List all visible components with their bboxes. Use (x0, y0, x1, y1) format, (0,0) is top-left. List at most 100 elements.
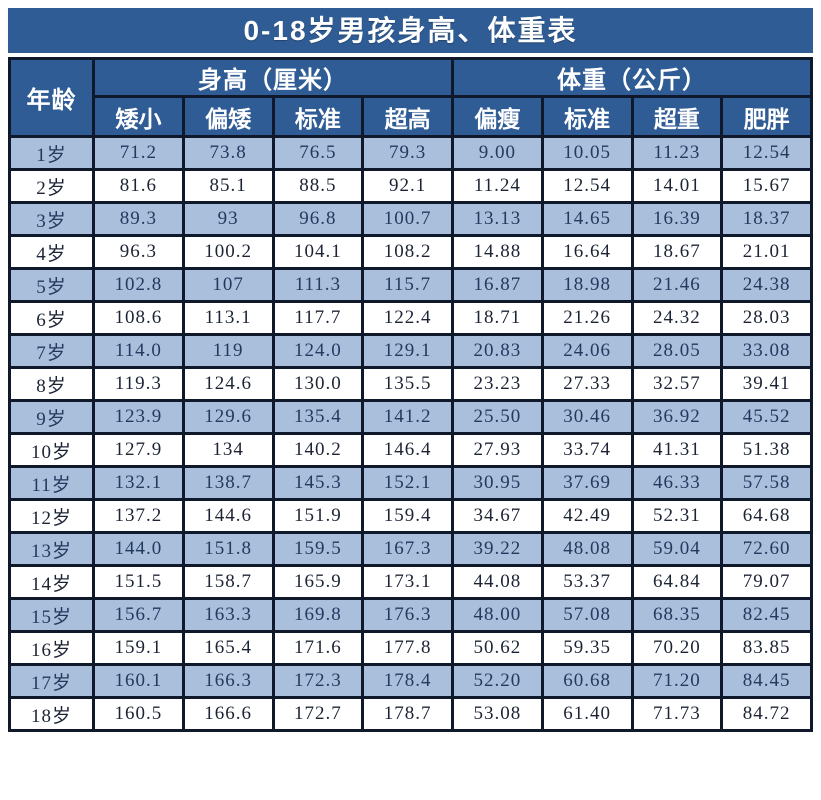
value-cell: 34.67 (451, 498, 544, 534)
value-cell: 117.7 (271, 300, 365, 336)
table-row: 4岁 96.3 100.2 104.1 108.2 14.88 16.64 18.67 21.0… (8, 234, 813, 270)
value-cell: 20.83 (451, 333, 544, 369)
value-cell: 113.1 (181, 300, 275, 336)
value-cell: 14.65 (540, 201, 634, 237)
value-cell: 18.37 (720, 201, 813, 237)
subcolumn-header: 超重 (630, 95, 724, 138)
table-row: 3岁 89.3 93 96.8 100.7 13.13 14.65 16.39 18.37 (8, 201, 813, 237)
value-cell: 122.4 (361, 300, 454, 336)
value-cell: 16.64 (540, 234, 634, 270)
value-cell: 30.95 (451, 465, 544, 501)
value-cell: 100.7 (361, 201, 454, 237)
value-cell: 146.4 (361, 432, 454, 468)
value-cell: 115.7 (361, 267, 454, 303)
value-cell: 64.84 (630, 564, 724, 600)
value-cell: 13.13 (451, 201, 544, 237)
value-cell: 46.33 (630, 465, 724, 501)
age-cell: 2岁 (8, 168, 95, 204)
age-cell: 14岁 (8, 564, 95, 600)
value-cell: 60.68 (540, 663, 634, 699)
age-cell: 3岁 (8, 201, 95, 237)
value-cell: 39.22 (451, 531, 544, 567)
value-cell: 108.6 (92, 300, 185, 336)
value-cell: 52.20 (451, 663, 544, 699)
value-cell: 71.2 (92, 135, 185, 171)
value-cell: 27.93 (451, 432, 544, 468)
value-cell: 141.2 (361, 399, 454, 435)
value-cell: 132.1 (92, 465, 185, 501)
value-cell: 135.4 (271, 399, 365, 435)
value-cell: 130.0 (271, 366, 365, 402)
value-cell: 92.1 (361, 168, 454, 204)
value-cell: 172.3 (271, 663, 365, 699)
value-cell: 151.5 (92, 564, 185, 600)
value-cell: 48.08 (540, 531, 634, 567)
table-title: 0-18岁男孩身高、体重表 (8, 8, 813, 53)
value-cell: 129.6 (181, 399, 275, 435)
value-cell: 84.72 (720, 696, 813, 732)
value-cell: 84.45 (720, 663, 813, 699)
value-cell: 178.4 (361, 663, 454, 699)
growth-table: 年龄 身高（厘米） 体重（公斤） 矮小 偏矮 标准 超高 偏瘦 标准 超重 肥胖 1岁 71.2… (8, 57, 813, 732)
value-cell: 30.46 (540, 399, 634, 435)
subcolumn-header: 肥胖 (720, 95, 813, 138)
value-cell: 111.3 (271, 267, 365, 303)
age-cell: 11岁 (8, 465, 95, 501)
table-row: 8岁 119.3 124.6 130.0 135.5 23.23 27.33 32.57 39.… (8, 366, 813, 402)
value-cell: 16.39 (630, 201, 724, 237)
table-row: 18岁 160.5 166.6 172.7 178.7 53.08 61.40 71.73 84… (8, 696, 813, 732)
value-cell: 165.4 (181, 630, 275, 666)
value-cell: 76.5 (271, 135, 365, 171)
value-cell: 52.31 (630, 498, 724, 534)
value-cell: 41.31 (630, 432, 724, 468)
age-cell: 8岁 (8, 366, 95, 402)
table-row: 1岁 71.2 73.8 76.5 79.3 9.00 10.05 11.23 12.54 (8, 135, 813, 171)
age-cell: 4岁 (8, 234, 95, 270)
table-row: 7岁 114.0 119 124.0 129.1 20.83 24.06 28.05 33.08 (8, 333, 813, 369)
table-row: 9岁 123.9 129.6 135.4 141.2 25.50 30.46 36.92 45.… (8, 399, 813, 435)
value-cell: 71.20 (630, 663, 724, 699)
age-cell: 13岁 (8, 531, 95, 567)
value-cell: 33.08 (720, 333, 813, 369)
value-cell: 59.35 (540, 630, 634, 666)
value-cell: 158.7 (181, 564, 275, 600)
age-cell: 10岁 (8, 432, 95, 468)
value-cell: 129.1 (361, 333, 454, 369)
subcolumn-header: 偏瘦 (451, 95, 544, 138)
age-cell: 17岁 (8, 663, 95, 699)
value-cell: 166.6 (181, 696, 275, 732)
value-cell: 33.74 (540, 432, 634, 468)
value-cell: 169.8 (271, 597, 365, 633)
value-cell: 68.35 (630, 597, 724, 633)
value-cell: 18.67 (630, 234, 724, 270)
age-cell: 16岁 (8, 630, 95, 666)
value-cell: 44.08 (451, 564, 544, 600)
value-cell: 59.04 (630, 531, 724, 567)
value-cell: 145.3 (271, 465, 365, 501)
age-cell: 7岁 (8, 333, 95, 369)
age-cell: 18岁 (8, 696, 95, 732)
value-cell: 114.0 (92, 333, 185, 369)
age-cell: 5岁 (8, 267, 95, 303)
value-cell: 9.00 (451, 135, 544, 171)
table-row: 16岁 159.1 165.4 171.6 177.8 50.62 59.35 70.20 83… (8, 630, 813, 666)
value-cell: 28.03 (720, 300, 813, 336)
value-cell: 96.8 (271, 201, 365, 237)
value-cell: 140.2 (271, 432, 365, 468)
value-cell: 12.54 (540, 168, 634, 204)
value-cell: 144.6 (181, 498, 275, 534)
subcolumn-header: 偏矮 (181, 95, 275, 138)
value-cell: 24.38 (720, 267, 813, 303)
value-cell: 45.52 (720, 399, 813, 435)
table-row: 11岁 132.1 138.7 145.3 152.1 30.95 37.69 46.33 57… (8, 465, 813, 501)
value-cell: 18.71 (451, 300, 544, 336)
value-cell: 134 (181, 432, 275, 468)
value-cell: 177.8 (361, 630, 454, 666)
value-cell: 32.57 (630, 366, 724, 402)
value-cell: 166.3 (181, 663, 275, 699)
value-cell: 79.07 (720, 564, 813, 600)
value-cell: 51.38 (720, 432, 813, 468)
value-cell: 53.37 (540, 564, 634, 600)
value-cell: 178.7 (361, 696, 454, 732)
